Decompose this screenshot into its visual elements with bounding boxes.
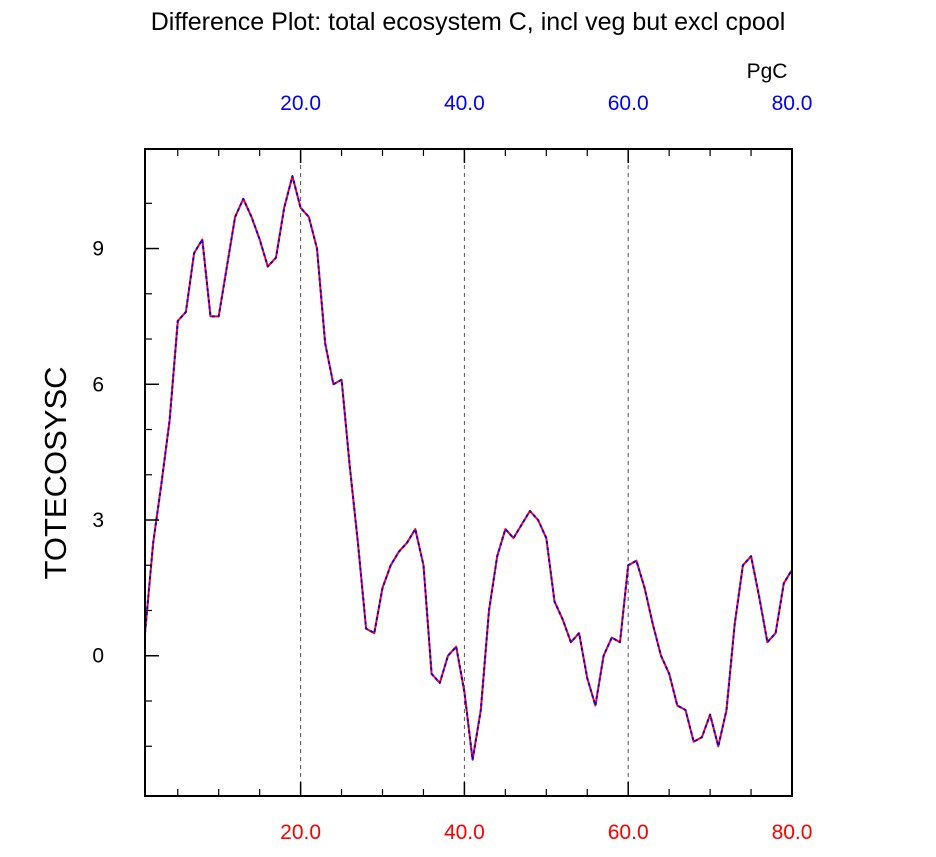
x-tick-label-top-80: 80.0 [772, 92, 813, 115]
y-axis-label: TOTECOSYSC [38, 366, 73, 579]
x-tick-label-bottom-40: 40.0 [444, 821, 485, 844]
tick-labels: 20.0 20.0 40.0 40.0 60.0 60.0 80.0 80.0 0 3 6 9 [92, 92, 812, 844]
series-line-blue-dashed [144, 175, 793, 761]
plot-frame [144, 148, 793, 797]
y-tick-label-6: 6 [92, 373, 104, 396]
units-label: PgC [747, 60, 788, 83]
x-tick-label-bottom-60: 60.0 [608, 821, 649, 844]
y-tick-label-0: 0 [92, 645, 104, 668]
x-tick-label-top-20: 20.0 [280, 92, 321, 115]
x-tick-label-top-60: 60.0 [608, 92, 649, 115]
x-tick-label-bottom-20: 20.0 [280, 821, 321, 844]
x-tick-label-bottom-80: 80.0 [772, 821, 813, 844]
series-lines [144, 175, 793, 761]
chart-title: Difference Plot: total ecosystem C, incl… [151, 8, 786, 36]
series-line-red [144, 175, 793, 761]
x-tick-label-top-40: 40.0 [444, 92, 485, 115]
y-tick-label-9: 9 [92, 238, 104, 261]
y-tick-label-3: 3 [92, 509, 104, 532]
axes [144, 148, 793, 797]
